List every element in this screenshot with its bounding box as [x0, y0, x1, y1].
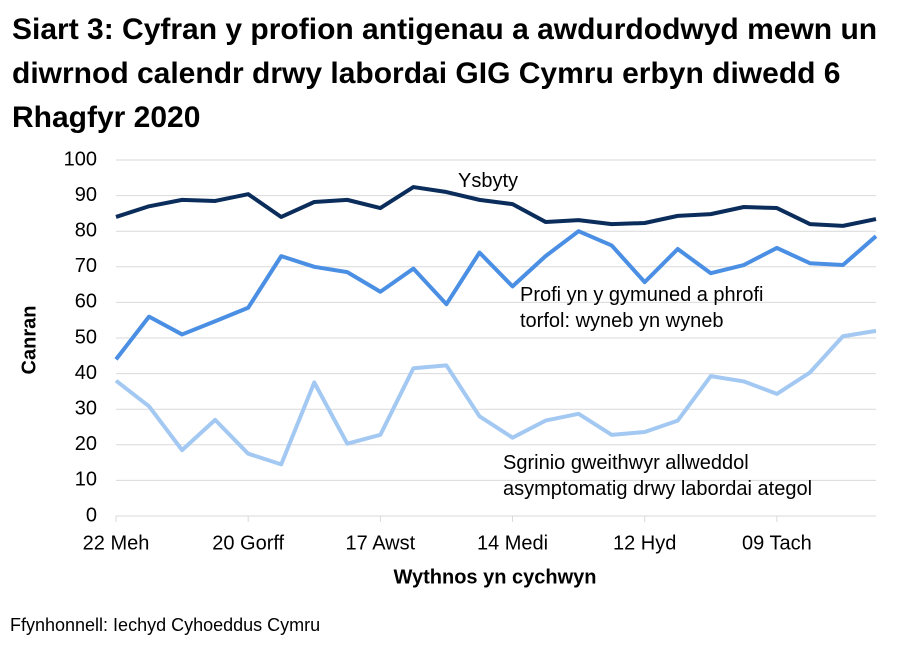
- x-tick-label: 09 Tach: [742, 532, 812, 554]
- x-tick-label: 17 Awst: [346, 532, 416, 554]
- series-label: Sgrinio gweithwyr allweddol asymptomatig…: [503, 452, 813, 500]
- x-tick-label: 12 Hyd: [613, 532, 676, 554]
- y-tick-label: 80: [75, 219, 97, 241]
- x-tick-label: 22 Meh: [83, 532, 150, 554]
- y-tick-label: 30: [75, 397, 97, 419]
- series-line: [114, 229, 878, 361]
- y-axis-label: Canran: [18, 306, 40, 375]
- y-tick-label: 50: [75, 326, 97, 348]
- y-tick-label: 20: [75, 433, 97, 455]
- x-tick-label: 14 Medi: [477, 532, 548, 554]
- series-label: Ysbyty: [458, 170, 519, 192]
- y-tick-label: 90: [75, 184, 97, 206]
- y-tick-label: 0: [86, 504, 97, 526]
- chart-title: Siart 3: Cyfran y profion antigenau a aw…: [12, 13, 878, 134]
- series-label: Profi yn y gymuned a phrofi torfol: wyne…: [520, 284, 764, 332]
- y-tick-label: 60: [75, 291, 97, 313]
- series-line: [114, 328, 877, 467]
- x-axis-label: Wythnos yn cychwyn: [393, 566, 596, 588]
- y-tick-label: 40: [75, 362, 97, 384]
- source: Ffynhonnell: Iechyd Cyhoeddus Cymru: [10, 615, 321, 635]
- y-tick-label: 10: [75, 469, 97, 491]
- y-tick-label: 100: [64, 148, 97, 170]
- series-line: [115, 185, 877, 228]
- x-tick-label: 20 Gorff: [212, 532, 284, 554]
- y-tick-label: 70: [75, 255, 97, 277]
